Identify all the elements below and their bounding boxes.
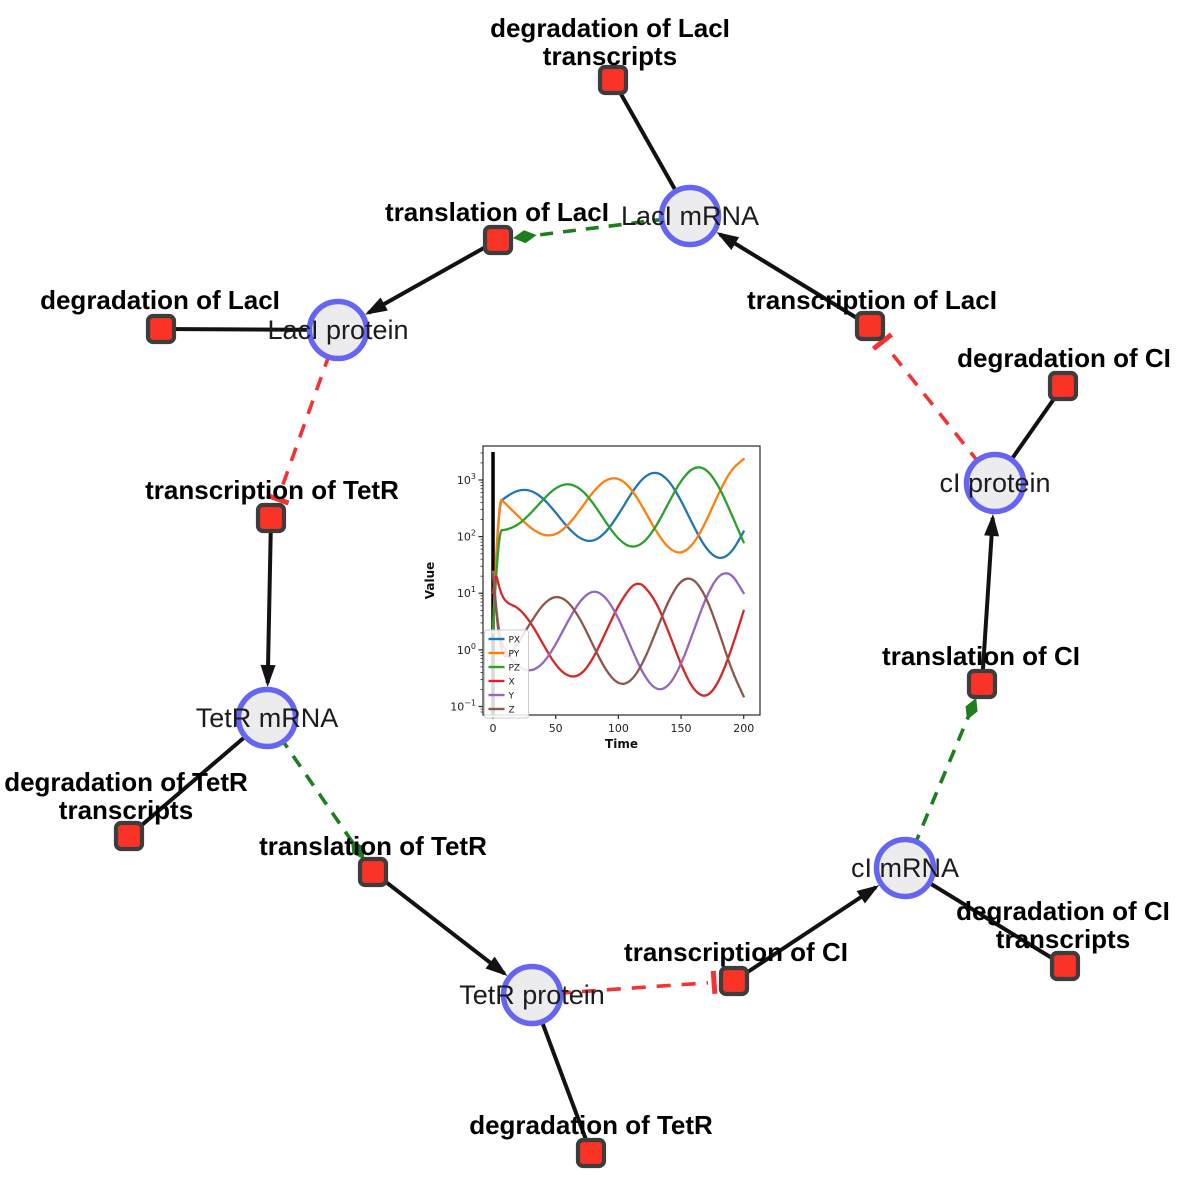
x-tick-label-0: 0 <box>490 722 497 735</box>
arrowhead-icon <box>716 232 740 251</box>
reaction-label-transcription-laci-line1: transcription of LacI <box>747 285 997 315</box>
diamond-arrowhead-icon <box>965 697 978 720</box>
series-line-PY <box>491 457 745 634</box>
reaction-label-deg-ci-transcripts-line1: degradation of CI <box>956 896 1170 926</box>
reaction-node-deg-ci[interactable] <box>1047 370 1079 402</box>
y-axis-label: Value <box>423 562 437 600</box>
reaction-node-deg-laci[interactable] <box>145 313 177 345</box>
reaction-node-transcription-laci[interactable] <box>854 310 886 342</box>
plot-frame <box>482 445 761 716</box>
labels-layer: degradation of LacItranscriptstranslatio… <box>4 13 1171 1140</box>
edge-transcription-laci-to-laci-mrna <box>716 232 872 328</box>
legend-label-Y: Y <box>508 692 515 702</box>
series-line-PZ <box>491 466 745 634</box>
reaction-node-deg-tetr-transcripts[interactable] <box>113 820 145 852</box>
species-label-tetr-mrna: TetR mRNA <box>196 703 339 733</box>
reaction-label-translation-laci-line1: translation of LacI <box>385 197 609 227</box>
species-node-ci-mrna[interactable] <box>873 836 937 900</box>
reaction-label-deg-laci-transcripts-line2: transcripts <box>543 41 677 71</box>
reaction-node-deg-tetr[interactable] <box>575 1137 607 1169</box>
x-axis-label: Time <box>605 737 638 751</box>
reaction-node-deg-ci-transcripts[interactable] <box>1049 950 1081 982</box>
x-tick-label-150: 150 <box>671 722 692 735</box>
reaction-node-transcription-ci[interactable] <box>718 965 750 997</box>
legend-label-X: X <box>509 678 515 688</box>
reaction-label-deg-laci-transcripts-line1: degradation of LacI <box>490 13 730 43</box>
arrowhead-icon <box>984 513 1000 537</box>
edge-translation-ci-to-ci-protein <box>980 513 1000 685</box>
reaction-label-deg-tetr-line1: degradation of TetR <box>469 1110 713 1140</box>
reaction-label-deg-tetr-transcripts-line1: degradation of TetR <box>4 767 248 797</box>
reaction-node-transcription-tetr[interactable] <box>255 502 287 534</box>
plot-area <box>491 452 745 715</box>
reaction-label-transcription-tetr-line1: transcription of TetR <box>145 475 399 505</box>
x-tick-label-100: 100 <box>608 722 629 735</box>
reaction-label-transcription-ci-line1: transcription of CI <box>624 937 848 967</box>
reaction-node-deg-laci-transcripts[interactable] <box>597 64 629 96</box>
reaction-label-translation-ci-line1: translation of CI <box>882 641 1080 671</box>
reaction-node-translation-tetr[interactable] <box>357 856 389 888</box>
edge-translation-laci-to-laci-protein <box>365 238 499 315</box>
edge-translation-tetr-to-tetr-protein <box>371 870 508 977</box>
x-tick-label-200: 200 <box>733 722 754 735</box>
inhibition-tee-icon <box>266 492 290 506</box>
legend-label-PY: PY <box>509 650 520 660</box>
diamond-arrowhead-icon <box>350 839 365 860</box>
arrowhead-icon <box>365 297 388 315</box>
x-tick-label-50: 50 <box>549 722 563 735</box>
legend-label-PX: PX <box>509 636 521 646</box>
reaction-label-deg-laci-line1: degradation of LacI <box>40 285 280 315</box>
reaction-label-deg-tetr-transcripts-line2: transcripts <box>59 795 193 825</box>
series-line-X <box>491 575 745 697</box>
inhibition-tee-icon <box>871 332 894 351</box>
species-label-ci-mrna: cI mRNA <box>851 853 959 883</box>
arrowhead-icon <box>856 885 880 904</box>
reaction-node-translation-ci[interactable] <box>966 668 998 700</box>
reaction-label-deg-ci-transcripts-line2: transcripts <box>996 924 1130 954</box>
species-label-ci-protein: cI protein <box>939 468 1050 498</box>
species-node-tetr-mrna[interactable] <box>235 686 299 750</box>
legend-label-Z: Z <box>509 706 515 716</box>
species-node-laci-protein[interactable] <box>306 298 370 362</box>
edge-transcription-tetr-to-tetr-mrna <box>260 517 276 688</box>
arrowhead-icon <box>485 956 508 977</box>
arrowhead-icon <box>260 664 276 688</box>
reaction-label-translation-tetr-line1: translation of TetR <box>259 831 487 861</box>
nodes-layer <box>113 64 1081 1169</box>
reaction-node-translation-laci[interactable] <box>482 224 514 256</box>
inhibition-tee-icon <box>710 970 718 995</box>
series-line-PX <box>491 471 745 634</box>
diamond-arrowhead-icon <box>512 230 537 244</box>
species-node-tetr-protein[interactable] <box>500 963 564 1027</box>
species-label-laci-protein: LacI protein <box>267 315 408 345</box>
timecourse-inset-chart: 0 50 100 150 20010−1100101102103TimeValuePXP… <box>420 438 775 770</box>
species-node-ci-protein[interactable] <box>963 451 1027 515</box>
edge-ci-mrna-to-deg-ci-transcripts <box>903 866 1067 968</box>
chart-legend: PX PY PZ XYZ <box>484 629 529 719</box>
legend-label-PZ: PZ <box>509 664 521 674</box>
species-label-tetr-protein: TetR protein <box>459 980 605 1010</box>
species-node-laci-mrna[interactable] <box>658 184 722 248</box>
reaction-label-deg-ci-line1: degradation of CI <box>957 343 1171 373</box>
species-label-laci-mrna: LacI mRNA <box>621 201 759 231</box>
edge-transcription-ci-to-ci-mrna <box>732 885 880 983</box>
